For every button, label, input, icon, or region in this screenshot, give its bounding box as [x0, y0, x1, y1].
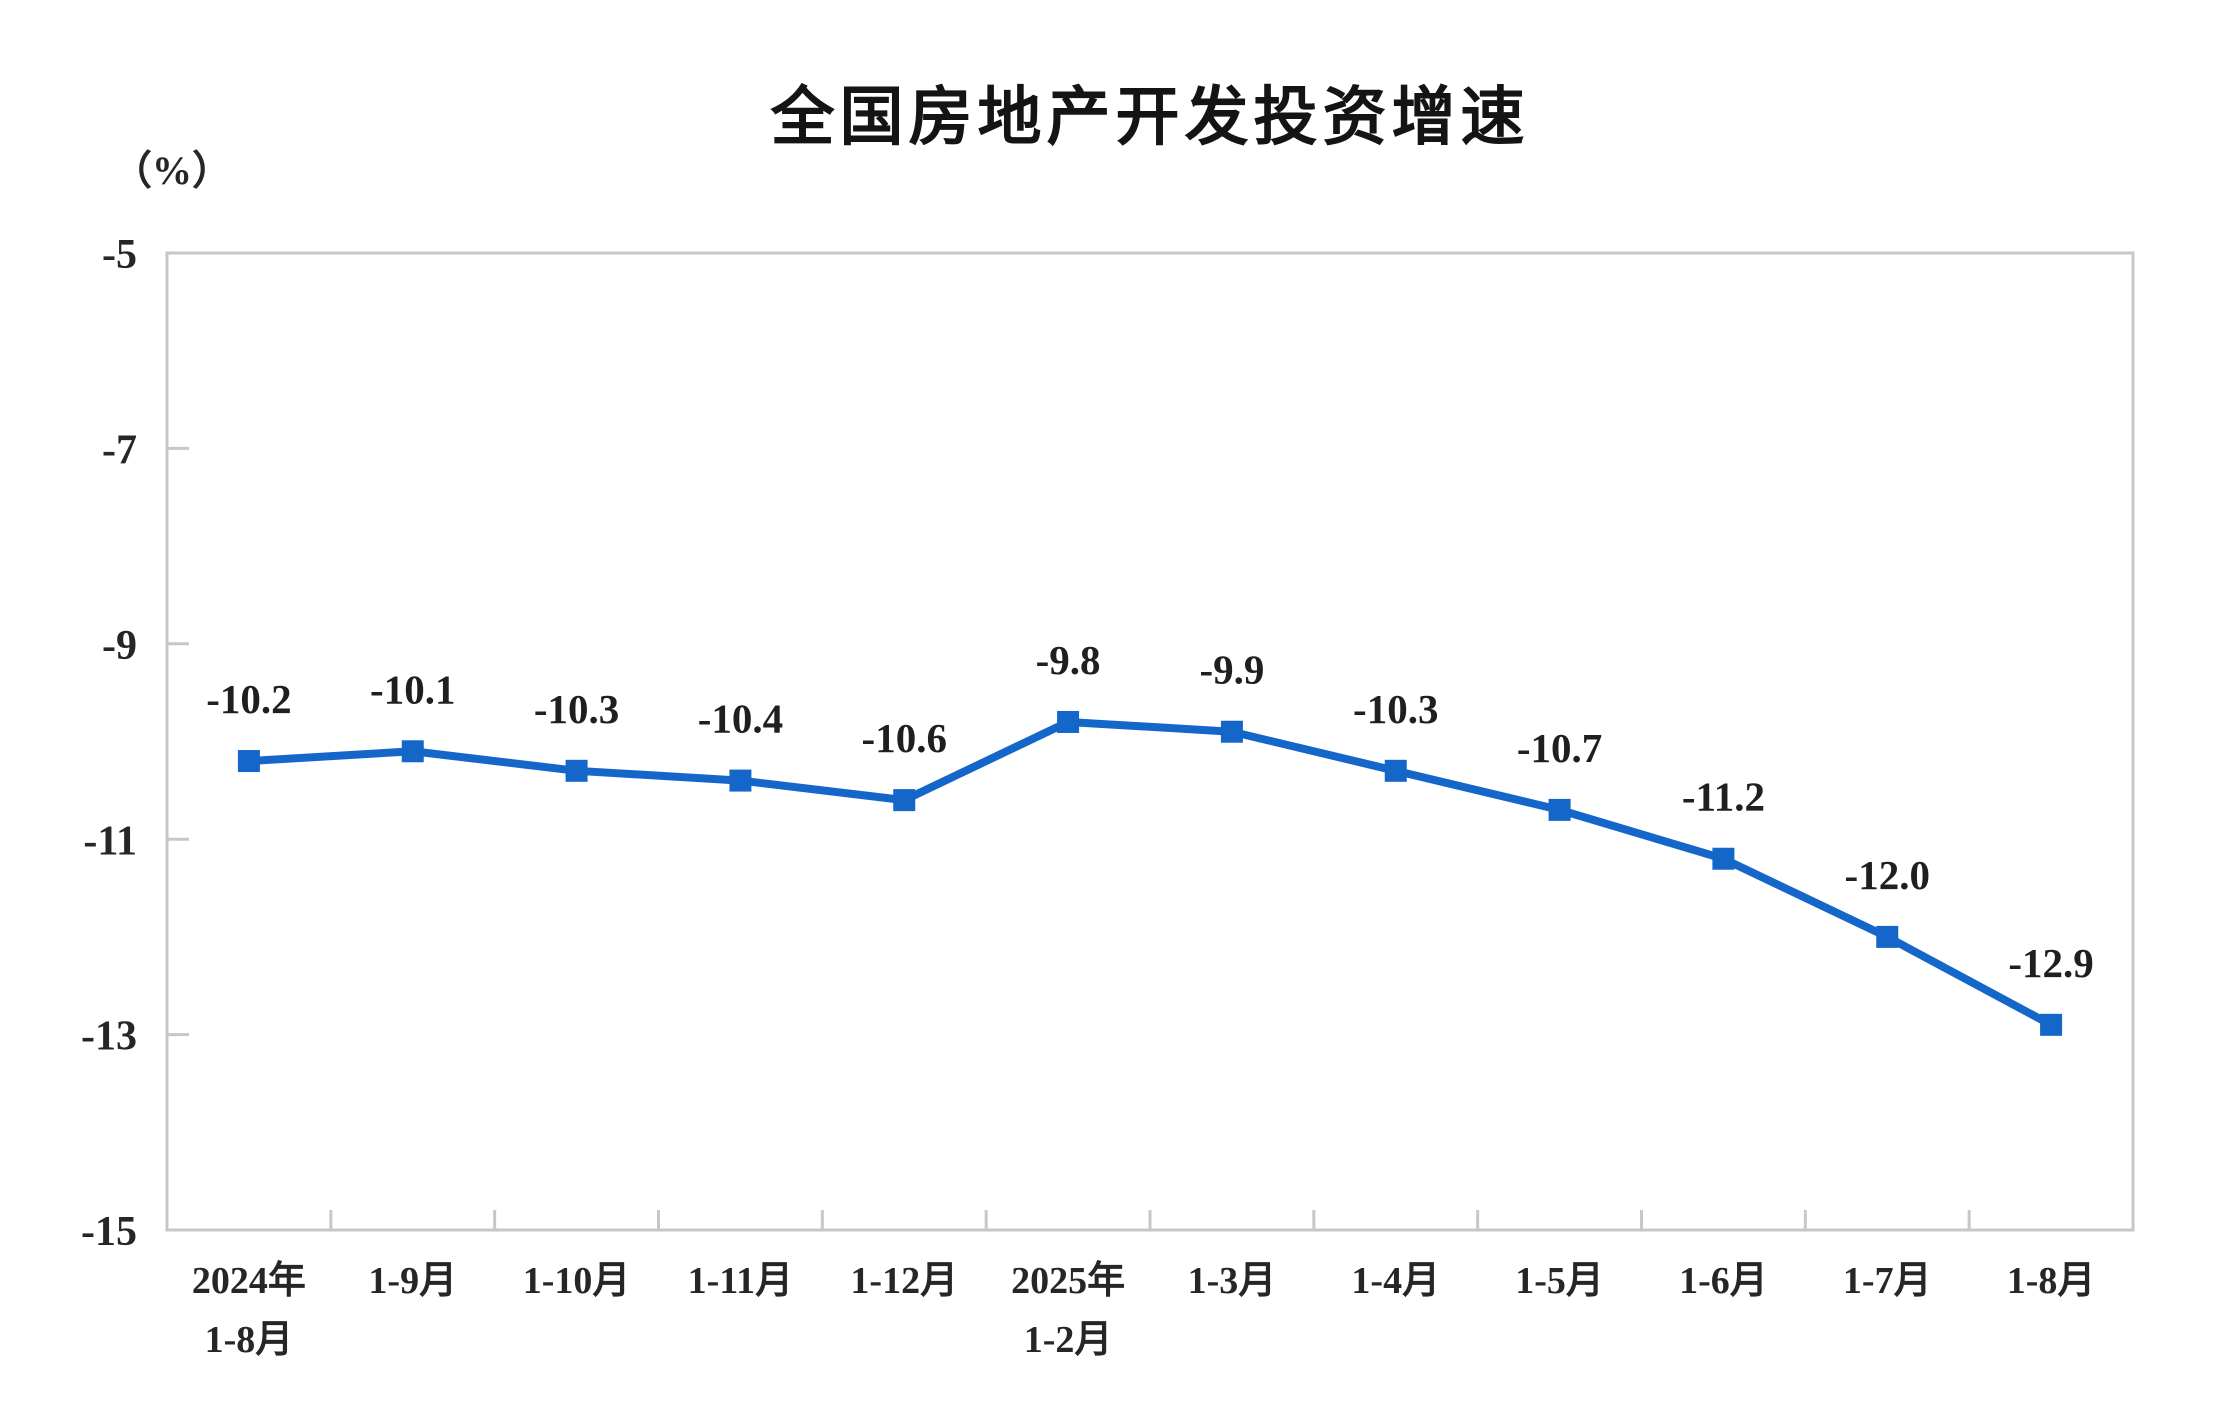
x-category-label: 1-12月 [850, 1260, 958, 1302]
data-point-marker [1548, 798, 1571, 821]
chart-title: 全国房地产开发投资增速 [770, 81, 1530, 153]
y-tick-label: -11 [83, 818, 137, 864]
data-point-label: -9.8 [1036, 637, 1101, 683]
x-category-label: 1-5月 [1515, 1260, 1604, 1302]
x-category-label: 1-3月 [1188, 1260, 1277, 1302]
data-point-label: -10.3 [1353, 686, 1438, 732]
y-tick-label: -15 [81, 1209, 137, 1255]
data-point-marker [729, 769, 752, 792]
x-category-label: 1-10月 [523, 1260, 631, 1302]
x-category-label: 2024年 [192, 1260, 306, 1302]
x-category-label: 1-9月 [368, 1260, 457, 1302]
data-point-marker [1220, 720, 1243, 743]
data-point-label: -9.9 [1199, 647, 1264, 693]
data-point-marker [401, 740, 424, 763]
data-point-label: -11.2 [1682, 774, 1765, 820]
x-category-label: 1-2月 [1024, 1319, 1113, 1361]
x-category-label: 1-8月 [2007, 1260, 2096, 1302]
y-tick-label: -5 [102, 232, 137, 278]
data-point-marker [1057, 710, 1080, 733]
data-point-label: -10.2 [206, 676, 291, 722]
data-point-marker [237, 750, 260, 773]
data-point-label: -10.7 [1517, 725, 1602, 771]
x-category-label: 2025年 [1011, 1260, 1125, 1302]
y-tick-label: -9 [102, 623, 137, 669]
y-tick-label: -7 [102, 428, 137, 474]
y-axis-unit-label: （%） [112, 148, 232, 193]
data-point-label: -10.4 [698, 696, 783, 742]
data-point-marker [2040, 1013, 2063, 1036]
data-point-marker [565, 759, 588, 782]
data-point-label: -10.6 [862, 715, 947, 761]
series-line [244, 717, 2056, 1029]
x-category-label: 1-7月 [1843, 1260, 1932, 1302]
data-point-marker [1384, 759, 1407, 782]
data-point-label: -12.9 [2008, 940, 2093, 986]
data-point-marker [1712, 847, 1735, 870]
data-point-marker [893, 789, 916, 812]
data-point-label: -10.3 [534, 686, 619, 732]
data-point-label: -10.1 [370, 666, 455, 712]
data-point-label: -12.0 [1845, 852, 1930, 898]
y-tick-label: -13 [81, 1014, 137, 1060]
x-category-label: 1-4月 [1351, 1260, 1440, 1302]
x-category-label: 1-11月 [688, 1260, 794, 1302]
plot-border [165, 251, 2135, 1232]
data-point-marker [1876, 925, 1899, 948]
x-category-label: 1-6月 [1679, 1260, 1768, 1302]
x-category-label: 1-8月 [205, 1319, 294, 1361]
